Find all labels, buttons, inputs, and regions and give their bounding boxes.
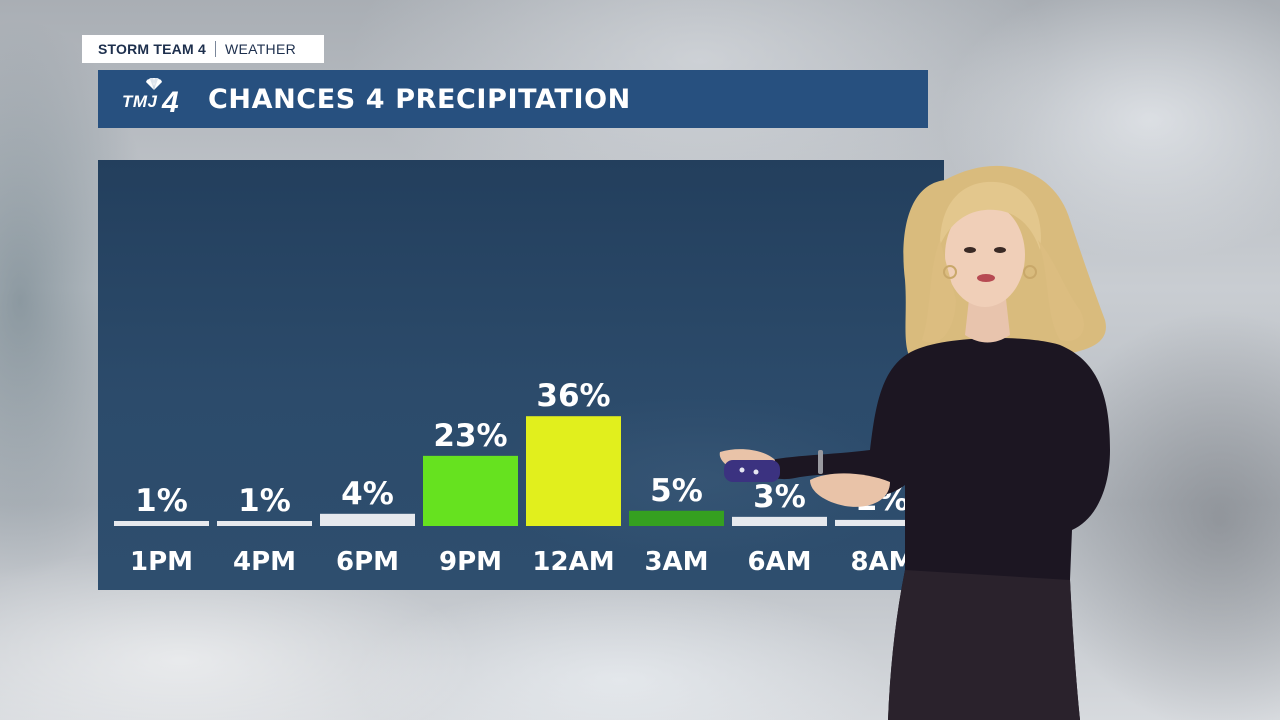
bar-12am: [526, 416, 621, 526]
category-label-6pm: 6PM: [336, 547, 399, 577]
category-label-12am: 12AM: [532, 547, 614, 577]
presenter-figure: [719, 165, 1110, 720]
title-bar: TMJ 4 CHANCES 4 PRECIPITATION: [98, 70, 928, 128]
precipitation-chart: 1%1PM1%4PM4%6PM23%9PM36%12AM5%3AM3%6AM2%…: [114, 378, 930, 577]
bar-8am: [835, 519, 930, 526]
clicker-remote: [724, 460, 780, 482]
category-label-4pm: 4PM: [233, 547, 296, 577]
value-label-9pm: 23%: [433, 418, 507, 454]
brand-section: WEATHER: [224, 41, 296, 57]
bar-4pm: [217, 521, 312, 526]
page-title: CHANCES 4 PRECIPITATION: [208, 83, 631, 115]
value-label-4pm: 1%: [238, 483, 291, 519]
logo-text: TMJ: [122, 92, 158, 111]
brand-team: STORM TEAM 4: [98, 41, 206, 57]
peacock-icon: [146, 78, 162, 90]
bar-1pm: [114, 521, 209, 526]
bar-6pm: [320, 513, 415, 526]
bar-6am: [732, 516, 827, 526]
brand-strip: STORM TEAM 4 WEATHER: [82, 35, 324, 63]
station-logo: TMJ 4: [98, 70, 182, 128]
value-label-12am: 36%: [536, 378, 610, 414]
brand-divider: [214, 41, 216, 57]
bar-9pm: [423, 455, 518, 526]
category-label-8am: 8AM: [850, 547, 914, 577]
category-label-1pm: 1PM: [130, 547, 193, 577]
value-label-3am: 5%: [650, 473, 703, 509]
category-label-9pm: 9PM: [439, 547, 502, 577]
value-label-6am: 3%: [753, 479, 806, 515]
chart-panel: 1% 1PM 1% 4PM 4% 6PM 23% 9PM 36% 12AM 5% 3AM 3% 6AM 2%…: [98, 160, 944, 590]
value-label-6pm: 4%: [341, 476, 394, 512]
bar-3am: [629, 510, 724, 526]
logo-number: 4: [162, 86, 179, 119]
category-label-6am: 6AM: [747, 547, 811, 577]
value-label-1pm: 1%: [135, 483, 188, 519]
category-label-3am: 3AM: [644, 547, 708, 577]
